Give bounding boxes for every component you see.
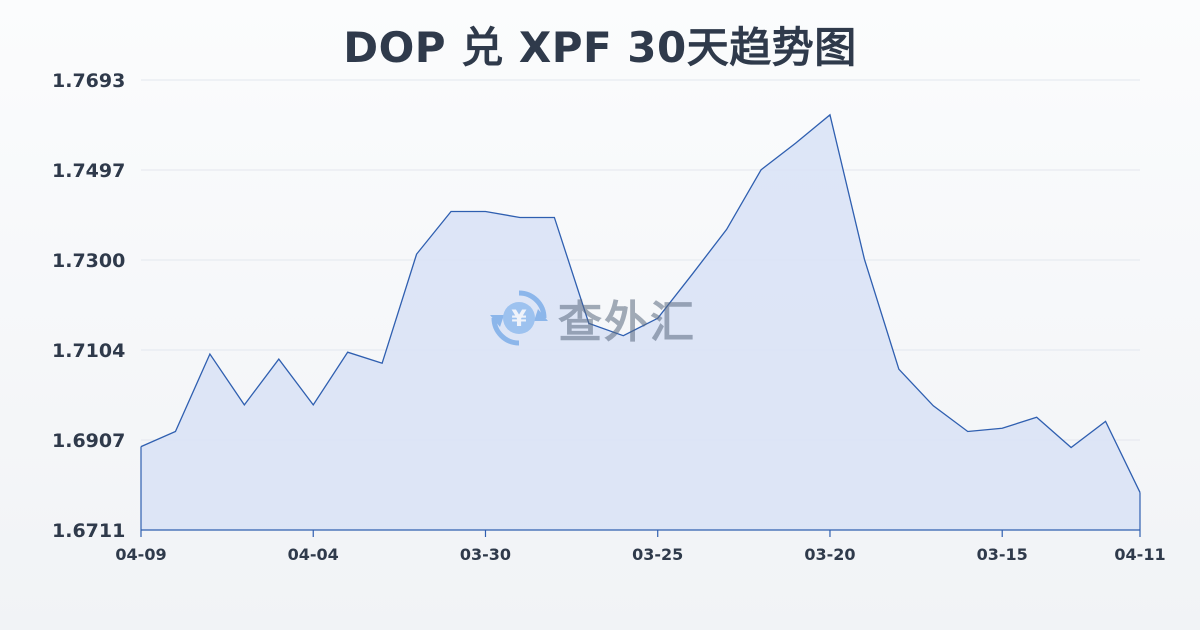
chart-title: DOP 兑 XPF 30天趋势图 bbox=[343, 23, 857, 72]
area-fill bbox=[141, 114, 1140, 531]
x-tick-label: 03-30 bbox=[460, 545, 511, 564]
y-tick-label: 1.7693 bbox=[52, 70, 125, 92]
svg-text:¥: ¥ bbox=[511, 307, 527, 332]
series-line bbox=[140, 113, 1141, 493]
x-tick-label: 04-09 bbox=[115, 545, 166, 564]
y-tick-label: 1.6711 bbox=[52, 520, 125, 542]
yen-exchange-icon: ¥ bbox=[490, 290, 548, 346]
y-tick-label: 1.6907 bbox=[52, 430, 125, 452]
y-tick-label: 1.7104 bbox=[52, 340, 125, 362]
x-tick-label: 04-04 bbox=[288, 545, 339, 564]
watermark-text: 查外汇 bbox=[558, 297, 696, 348]
y-tick-label: 1.7300 bbox=[52, 250, 125, 272]
x-tick-label: 03-15 bbox=[977, 545, 1028, 564]
x-tick-label: 04-11 bbox=[1114, 545, 1165, 564]
x-tick-label: 03-25 bbox=[632, 545, 683, 564]
x-tick-label: 03-20 bbox=[804, 545, 855, 564]
watermark: ¥ 查外汇 bbox=[488, 286, 696, 350]
y-tick-label: 1.7497 bbox=[52, 160, 125, 182]
